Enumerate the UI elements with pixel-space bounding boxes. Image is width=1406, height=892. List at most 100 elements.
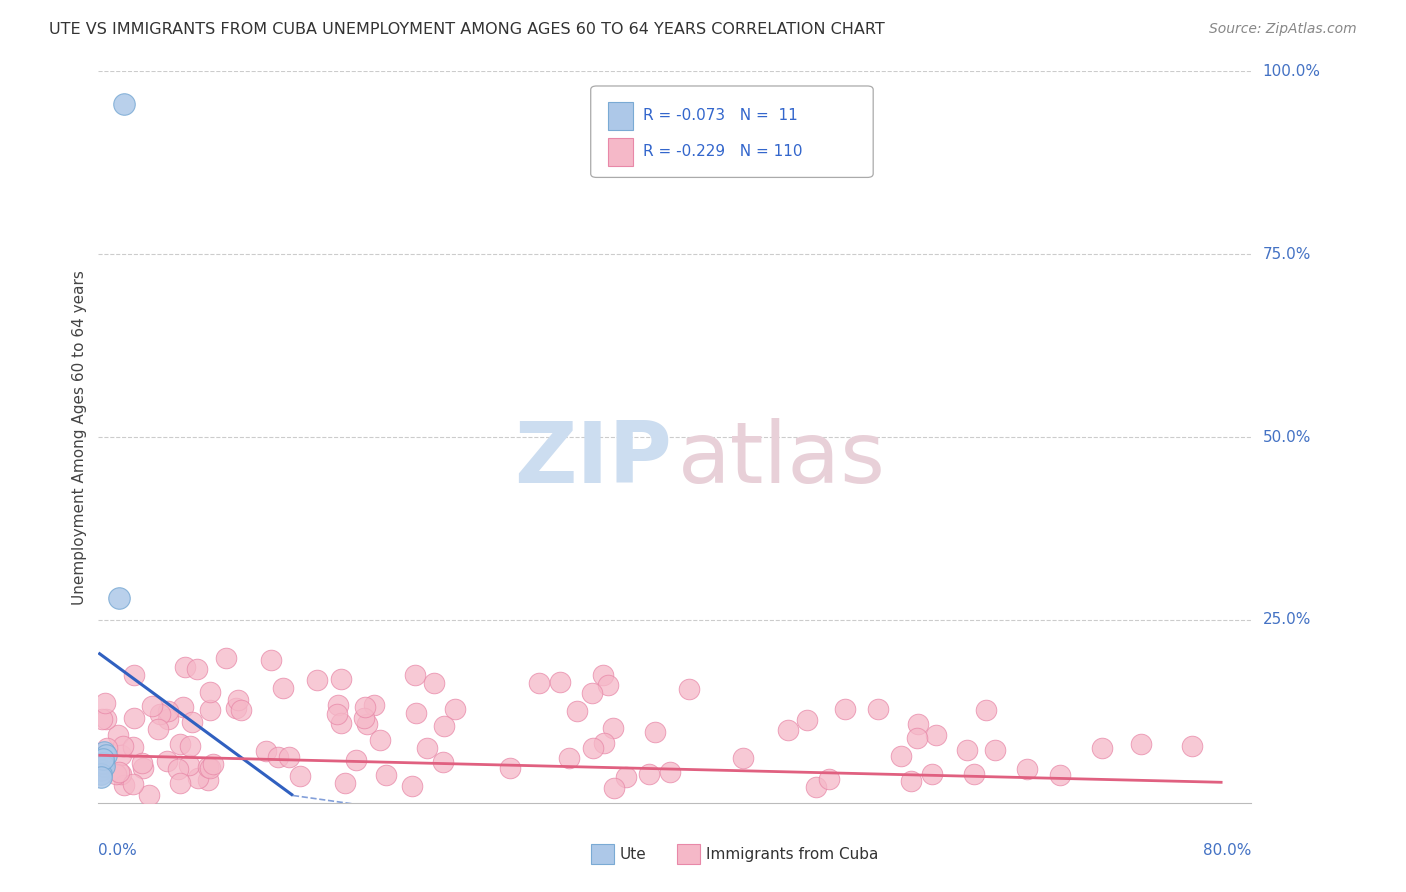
Point [330, 716, 353, 731]
Point [112, 778, 135, 792]
Text: 50.0%: 50.0% [1263, 430, 1310, 444]
Point [344, 753, 367, 767]
Point [644, 724, 666, 739]
Point [567, 704, 589, 718]
Point [110, 747, 132, 762]
Point [527, 676, 550, 690]
Point [288, 769, 311, 783]
Point [405, 667, 427, 681]
Point [401, 779, 423, 793]
Point [326, 707, 349, 722]
Point [592, 736, 614, 750]
Point [335, 776, 357, 790]
Point [124, 667, 146, 681]
Point [197, 760, 219, 774]
Point [157, 704, 180, 718]
Point [108, 764, 131, 779]
Point [111, 739, 134, 753]
Point [976, 703, 998, 717]
Point [179, 739, 201, 753]
Point [326, 698, 349, 712]
Point [167, 762, 190, 776]
Text: R = -0.229   N = 110: R = -0.229 N = 110 [643, 145, 801, 160]
Point [94, 696, 117, 710]
Text: 0.0%: 0.0% [98, 843, 138, 858]
Point [107, 591, 129, 605]
Point [169, 776, 191, 790]
Point [122, 777, 145, 791]
Point [157, 712, 180, 726]
Text: 25.0%: 25.0% [1263, 613, 1310, 627]
Text: R = -0.073   N =  11: R = -0.073 N = 11 [643, 109, 797, 123]
Point [638, 767, 661, 781]
Point [433, 719, 456, 733]
Text: Source: ZipAtlas.com: Source: ZipAtlas.com [1209, 22, 1357, 37]
Point [271, 681, 294, 695]
Point [354, 700, 377, 714]
Point [558, 751, 581, 765]
Point [405, 706, 427, 720]
Point [582, 741, 605, 756]
Point [907, 717, 929, 731]
Point [890, 749, 912, 764]
Point [592, 667, 614, 681]
Point [201, 756, 224, 771]
Point [91, 756, 114, 770]
Point [432, 755, 454, 769]
Point [180, 714, 202, 729]
Point [96, 712, 118, 726]
Point [956, 743, 979, 757]
Point [187, 771, 209, 785]
Point [254, 744, 277, 758]
Point [796, 713, 818, 727]
Text: Immigrants from Cuba: Immigrants from Cuba [706, 847, 879, 862]
Point [215, 651, 238, 665]
Point [93, 759, 115, 773]
Point [90, 770, 112, 784]
Point [91, 756, 114, 770]
Point [112, 97, 135, 112]
Point [107, 728, 129, 742]
Point [1015, 762, 1038, 776]
Point [266, 749, 288, 764]
Point [124, 711, 146, 725]
Point [91, 752, 114, 766]
Point [499, 761, 522, 775]
Point [229, 703, 252, 717]
Point [375, 768, 398, 782]
Point [156, 754, 179, 768]
Point [1181, 739, 1204, 754]
Point [131, 756, 153, 771]
Point [305, 673, 328, 687]
Point [603, 780, 626, 795]
Text: 75.0%: 75.0% [1263, 247, 1310, 261]
Point [678, 682, 700, 697]
Point [900, 773, 922, 788]
Point [186, 662, 208, 676]
Point [93, 745, 115, 759]
Point [90, 766, 112, 780]
Point [260, 653, 283, 667]
Point [148, 722, 170, 736]
Point [198, 761, 221, 775]
Point [200, 703, 222, 717]
Point [94, 748, 117, 763]
Point [330, 672, 353, 686]
Point [96, 741, 118, 756]
Point [817, 772, 839, 787]
Point [548, 675, 571, 690]
Text: Ute: Ute [620, 847, 647, 862]
Text: UTE VS IMMIGRANTS FROM CUBA UNEMPLOYMENT AMONG AGES 60 TO 64 YEARS CORRELATION C: UTE VS IMMIGRANTS FROM CUBA UNEMPLOYMENT… [49, 22, 884, 37]
FancyBboxPatch shape [591, 86, 873, 178]
Point [905, 731, 928, 746]
Point [172, 700, 194, 714]
Point [363, 698, 385, 712]
Point [963, 767, 986, 781]
Point [104, 767, 127, 781]
Point [141, 698, 163, 713]
FancyBboxPatch shape [607, 138, 633, 166]
Point [91, 712, 114, 726]
Point [110, 767, 132, 781]
Point [1049, 768, 1071, 782]
Point [225, 701, 247, 715]
